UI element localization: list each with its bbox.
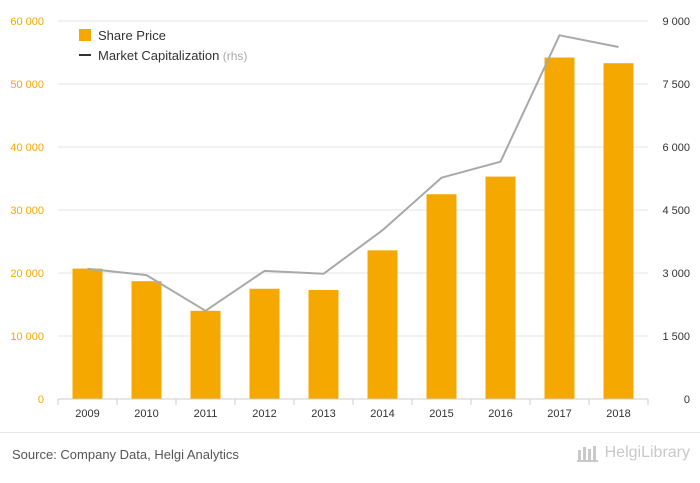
y-right-tick-label: 1 500	[662, 331, 690, 343]
brand-logo: HelgiLibrary	[576, 444, 690, 462]
bar	[367, 250, 398, 399]
y-right-tick-label: 0	[684, 394, 690, 406]
library-icon	[576, 446, 598, 462]
y-right-tick-label: 9 000	[662, 16, 690, 28]
market-cap-line	[87, 34, 619, 312]
y-left-tick-label: 30 000	[10, 205, 44, 217]
x-tick-label: 2010	[134, 408, 158, 420]
legend-swatch	[79, 29, 91, 41]
y-left-tick-label: 60 000	[10, 16, 44, 28]
legend-note: (rhs)	[219, 49, 247, 63]
y-right-tick-label: 6 000	[662, 142, 690, 154]
legend: Share Price Market Capitalization (rhs)	[79, 28, 247, 63]
brand-name: HelgiLibrary	[604, 444, 690, 461]
footer: Source: Company Data, Helgi Analytics He…	[0, 432, 700, 483]
line-series	[87, 34, 619, 312]
y-left-tick-label: 40 000	[10, 142, 44, 154]
y-right-tick-label: 3 000	[662, 268, 690, 280]
x-tick-label: 2016	[488, 408, 512, 420]
bar	[426, 194, 457, 399]
y-left-tick-label: 20 000	[10, 268, 44, 280]
x-tick-label: 2009	[75, 408, 99, 420]
y-left-tick-label: 50 000	[10, 79, 44, 91]
bar	[72, 268, 103, 399]
bar-series	[72, 57, 634, 400]
x-tick-label: 2011	[194, 408, 218, 420]
bar	[308, 290, 339, 399]
x-tick-label: 2013	[311, 408, 335, 420]
x-tick-label: 2012	[252, 408, 276, 420]
y-left-tick-label: 10 000	[10, 331, 44, 343]
x-tick-label: 2017	[547, 408, 571, 420]
x-tick-label: 2015	[429, 408, 453, 420]
chart: 0 10 000 20 000 30 000 40 000 50 000 60 000 0 1 …	[10, 16, 690, 420]
y-right-tick-label: 7 500	[662, 79, 690, 91]
bar	[485, 176, 516, 399]
bar	[131, 281, 162, 399]
legend-label: Market Capitalization (rhs)	[98, 48, 247, 63]
bar	[544, 57, 575, 399]
source-note: Source: Company Data, Helgi Analytics	[12, 447, 239, 462]
x-tick-label: 2014	[370, 408, 394, 420]
x-tick-label: 2018	[606, 408, 630, 420]
y-left-tick-label: 0	[38, 394, 44, 406]
legend-label: Share Price	[98, 28, 166, 43]
axes: 0 10 000 20 000 30 000 40 000 50 000 60 000 0 1 …	[10, 16, 690, 420]
y-right-tick-label: 4 500	[662, 205, 690, 217]
bar	[190, 310, 221, 399]
bar	[249, 288, 280, 399]
bar	[603, 63, 634, 400]
